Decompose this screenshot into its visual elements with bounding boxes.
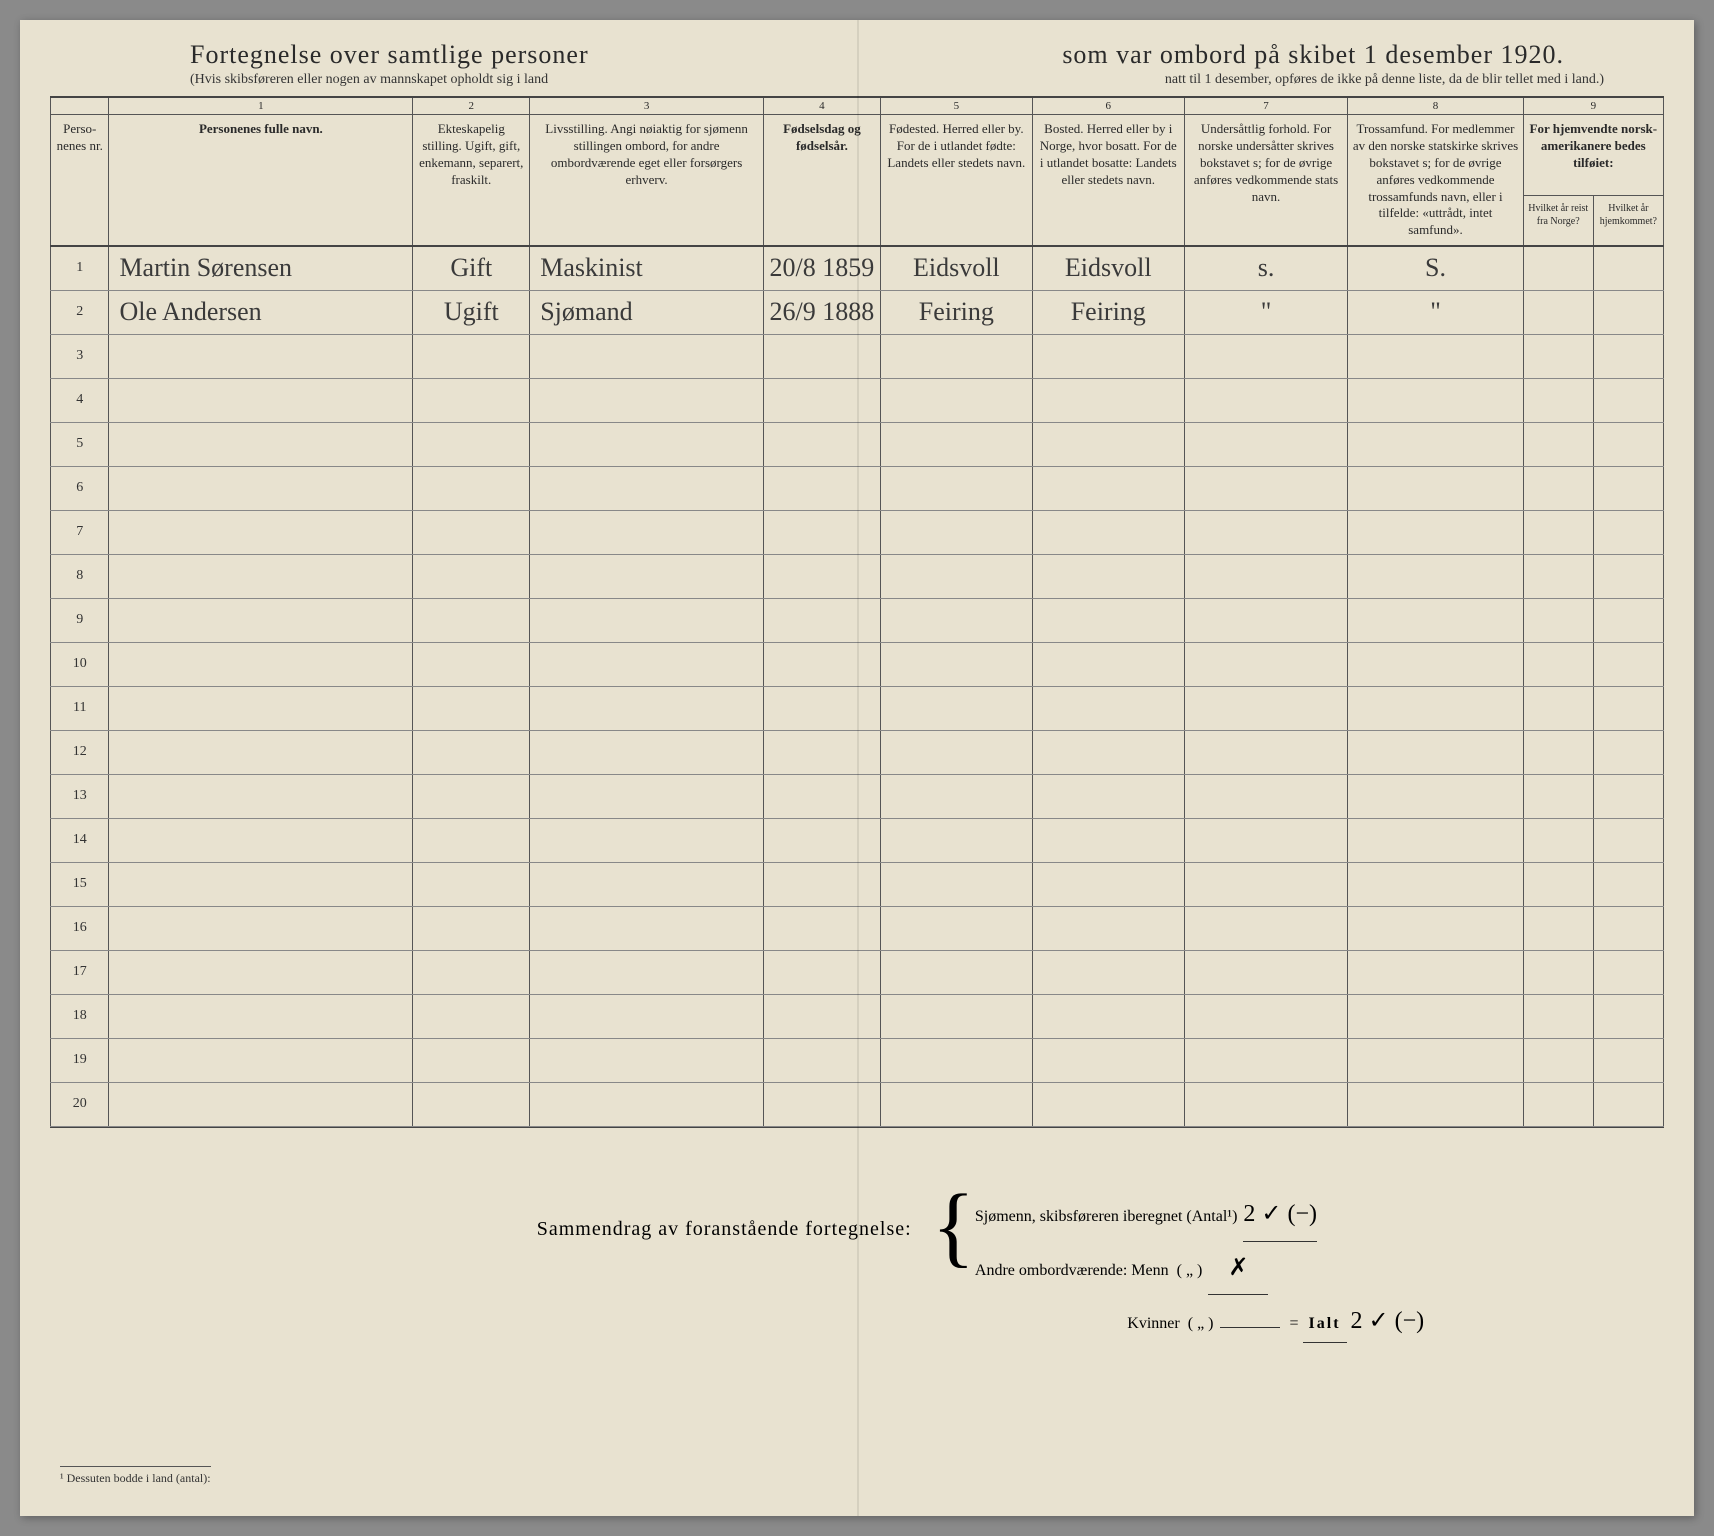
row-number: 3 bbox=[51, 334, 109, 378]
colnum-1: 1 bbox=[109, 98, 413, 115]
colnum-9: 9 bbox=[1523, 98, 1663, 115]
colnum-5: 5 bbox=[880, 98, 1032, 115]
summary-line1-lbl: Sjømenn, skibsføreren iberegnet (Antal¹) bbox=[975, 1199, 1238, 1234]
row-number: 20 bbox=[51, 1082, 109, 1126]
colnum-0 bbox=[51, 98, 109, 115]
hdr-occupation: Livsstilling. Angi nøiaktig for sjømenn … bbox=[530, 115, 764, 247]
cell-returned-a bbox=[1523, 246, 1593, 290]
row-number: 14 bbox=[51, 818, 109, 862]
cell-birthdate: 20/8 1859 bbox=[763, 246, 880, 290]
document-page: Fortegnelse over samtlige personer som v… bbox=[20, 20, 1694, 1516]
hdr-birthdate-text: Fødselsdag og fødselsår. bbox=[783, 121, 861, 153]
cell-citizenship: " bbox=[1184, 290, 1348, 334]
summary-line2-val: ✗ bbox=[1208, 1242, 1268, 1296]
row-number: 8 bbox=[51, 554, 109, 598]
hdr-nr-text: Perso- nenes nr. bbox=[57, 121, 103, 153]
row-number: 10 bbox=[51, 642, 109, 686]
cell-birthplace: Feiring bbox=[880, 290, 1032, 334]
summary-line3-paren: ( „ ) bbox=[1188, 1306, 1214, 1341]
hdr-name: Personenes fulle navn. bbox=[109, 115, 413, 247]
hdr-religion: Trossamfund. For medlemmer av den norske… bbox=[1348, 115, 1523, 247]
cell-marital: Ugift bbox=[413, 290, 530, 334]
hdr-religion-text: Trossamfund. For medlemmer av den norske… bbox=[1353, 121, 1518, 237]
summary-lines: Sjømenn, skibsføreren iberegnet (Antal¹)… bbox=[975, 1188, 1584, 1348]
title-left: Fortegnelse over samtlige personer bbox=[190, 40, 589, 70]
cell-citizenship: s. bbox=[1184, 246, 1348, 290]
row-number: 13 bbox=[51, 774, 109, 818]
colnum-2: 2 bbox=[413, 98, 530, 115]
title-right: som var ombord på skibet 1 desember 1920… bbox=[1062, 40, 1564, 70]
summary-line-3: Andre ombordværende: Kvinner ( „ ) = Ial… bbox=[975, 1295, 1584, 1348]
summary-line-2: Andre ombordværende: Menn ( „ ) ✗ bbox=[975, 1242, 1584, 1296]
hdr-occupation-text: Livsstilling. Angi nøiaktig for sjømenn … bbox=[545, 121, 748, 187]
hdr-birthplace-text: Fødested. Herred eller by. For de i utla… bbox=[887, 121, 1025, 170]
ialt-value: 2 ✓ (−) bbox=[1351, 1295, 1425, 1348]
cell-returned-b bbox=[1593, 290, 1663, 334]
summary-line2-lbl: Andre ombordværende: Menn bbox=[975, 1253, 1169, 1288]
colnum-3: 3 bbox=[530, 98, 764, 115]
summary-line3-lbl: Kvinner bbox=[1127, 1306, 1179, 1341]
cell-residence: Eidsvoll bbox=[1032, 246, 1184, 290]
subtitle-right: natt til 1 desember, opføres de ikke på … bbox=[1165, 72, 1604, 88]
row-number: 2 bbox=[51, 290, 109, 334]
row-number: 4 bbox=[51, 378, 109, 422]
row-number: 6 bbox=[51, 466, 109, 510]
hdr-citizenship: Undersåttlig forhold. For norske underså… bbox=[1184, 115, 1348, 247]
colnum-6: 6 bbox=[1032, 98, 1184, 115]
cell-returned-a bbox=[1523, 290, 1593, 334]
hdr-birthplace: Fødested. Herred eller by. For de i utla… bbox=[880, 115, 1032, 247]
row-number: 15 bbox=[51, 862, 109, 906]
subtitle-left: (Hvis skibsføreren eller nogen av mannsk… bbox=[190, 72, 548, 88]
hdr-residence-text: Bosted. Herred eller by i Norge, hvor bo… bbox=[1040, 121, 1177, 187]
cell-returned-b bbox=[1593, 246, 1663, 290]
ialt-label: Ialt bbox=[1303, 1306, 1347, 1342]
hdr-marital: Ekteskapelig stilling. Ugift, gift, enke… bbox=[413, 115, 530, 247]
hdr-returned-a: Hvilket år reist fra Norge? bbox=[1523, 196, 1593, 246]
row-number: 12 bbox=[51, 730, 109, 774]
row-number: 9 bbox=[51, 598, 109, 642]
cell-birthdate: 26/9 1888 bbox=[763, 290, 880, 334]
summary-line1-val: 2 ✓ (−) bbox=[1243, 1188, 1317, 1242]
row-number: 7 bbox=[51, 510, 109, 554]
summary-line-1: Sjømenn, skibsføreren iberegnet (Antal¹)… bbox=[975, 1188, 1584, 1242]
row-number: 19 bbox=[51, 1038, 109, 1082]
colnum-4: 4 bbox=[763, 98, 880, 115]
hdr-residence: Bosted. Herred eller by i Norge, hvor bo… bbox=[1032, 115, 1184, 247]
row-number: 16 bbox=[51, 906, 109, 950]
hdr-nr: Perso- nenes nr. bbox=[51, 115, 109, 247]
row-number: 5 bbox=[51, 422, 109, 466]
colnum-8: 8 bbox=[1348, 98, 1523, 115]
hdr-returned-b: Hvilket år hjemkommet? bbox=[1593, 196, 1663, 246]
cell-religion: " bbox=[1348, 290, 1523, 334]
summary-label: Sammendrag av foranstående fortegnelse: bbox=[90, 1188, 932, 1348]
hdr-marital-text: Ekteskapelig stilling. Ugift, gift, enke… bbox=[419, 121, 523, 187]
cell-name: Martin Sørensen bbox=[109, 246, 413, 290]
page-fold bbox=[857, 20, 859, 1516]
colnum-7: 7 bbox=[1184, 98, 1348, 115]
row-number: 17 bbox=[51, 950, 109, 994]
hdr-name-text: Personenes fulle navn. bbox=[199, 121, 323, 136]
hdr-citizenship-text: Undersåttlig forhold. For norske underså… bbox=[1194, 121, 1338, 204]
brace-icon: { bbox=[932, 1182, 975, 1342]
row-number: 11 bbox=[51, 686, 109, 730]
hdr-returned: For hjemvendte norsk-amerikanere bedes t… bbox=[1523, 115, 1663, 196]
cell-occupation: Maskinist bbox=[530, 246, 764, 290]
cell-occupation: Sjømand bbox=[530, 290, 764, 334]
cell-name: Ole Andersen bbox=[109, 290, 413, 334]
summary-line3-val bbox=[1220, 1327, 1280, 1328]
cell-birthplace: Eidsvoll bbox=[880, 246, 1032, 290]
cell-religion: S. bbox=[1348, 246, 1523, 290]
row-number: 18 bbox=[51, 994, 109, 1038]
footnote: ¹ Dessuten bodde i land (antal): bbox=[60, 1466, 211, 1486]
cell-marital: Gift bbox=[413, 246, 530, 290]
hdr-birthdate: Fødselsdag og fødselsår. bbox=[763, 115, 880, 247]
row-number: 1 bbox=[51, 246, 109, 290]
summary-line2-paren: ( „ ) bbox=[1177, 1253, 1203, 1288]
cell-residence: Feiring bbox=[1032, 290, 1184, 334]
hdr-returned-text: For hjemvendte norsk-amerikanere bedes t… bbox=[1530, 121, 1658, 170]
